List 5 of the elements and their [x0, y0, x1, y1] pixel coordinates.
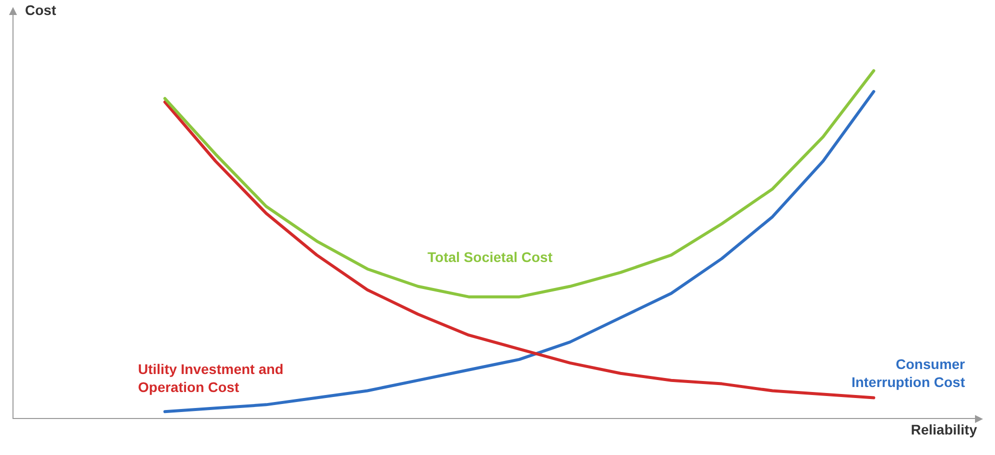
- text: Consumer Interruption Cost: [851, 356, 966, 390]
- x-axis-title: Reliability: [910, 421, 978, 438]
- text: Utility Investment and Operation Cost: [138, 360, 284, 395]
- series-label: Total Societal Cost: [428, 248, 553, 265]
- y-axis-title: Cost: [25, 2, 56, 18]
